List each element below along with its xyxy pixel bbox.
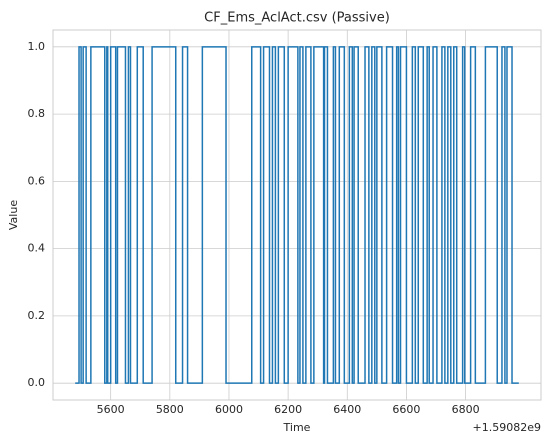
series-line (75, 46, 519, 384)
x-tick-label: 6200 (274, 403, 302, 416)
x-tick-label: 5600 (97, 403, 125, 416)
y-tick-label: 0.8 (28, 107, 46, 120)
axes-frame (52, 29, 542, 401)
y-tick-label: 0.6 (28, 174, 46, 187)
x-tick-label: 6800 (452, 403, 480, 416)
y-tick-label: 0.4 (28, 242, 46, 255)
x-tick-label: 6000 (215, 403, 243, 416)
y-axis-label: Value (7, 200, 20, 230)
y-tick-label: 1.0 (28, 40, 46, 53)
y-tick-label: 0.2 (28, 309, 46, 322)
x-tick-label: 6600 (392, 403, 420, 416)
chart-title: CF_Ems_AclAct.csv (Passive) (204, 11, 390, 26)
y-tick-label: 0.0 (28, 376, 46, 389)
x-axis-label: Time (283, 421, 311, 434)
x-tick-label: 6400 (333, 403, 361, 416)
x-tick-label: 5800 (156, 403, 184, 416)
x-offset-label: +1.59082e9 (473, 421, 541, 434)
